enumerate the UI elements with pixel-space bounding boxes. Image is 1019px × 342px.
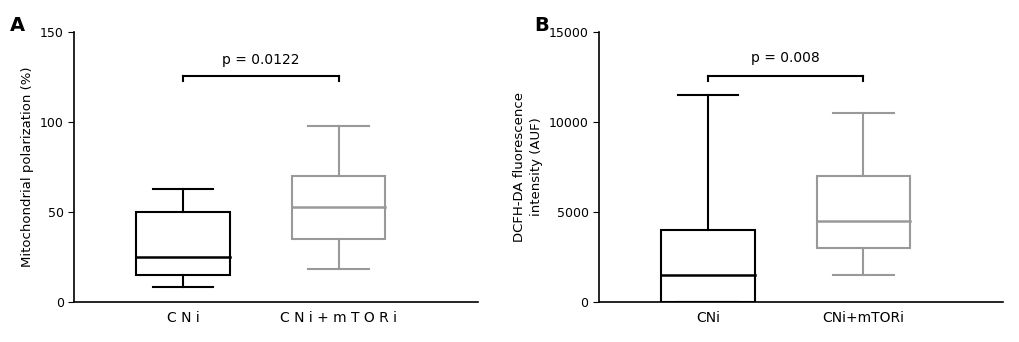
Bar (660, 230, 754, 302)
Bar (816, 176, 909, 248)
Text: p = 0.008: p = 0.008 (751, 51, 819, 65)
Y-axis label: DCFH-DA fluorescence
intensity (AUF): DCFH-DA fluorescence intensity (AUF) (513, 92, 543, 242)
Bar (137, 212, 229, 275)
Text: p = 0.0122: p = 0.0122 (222, 53, 300, 67)
Text: A: A (9, 16, 24, 35)
Text: B: B (534, 16, 548, 35)
Y-axis label: Mitochondrial polarization (%): Mitochondrial polarization (%) (21, 67, 35, 267)
Bar (291, 176, 385, 239)
